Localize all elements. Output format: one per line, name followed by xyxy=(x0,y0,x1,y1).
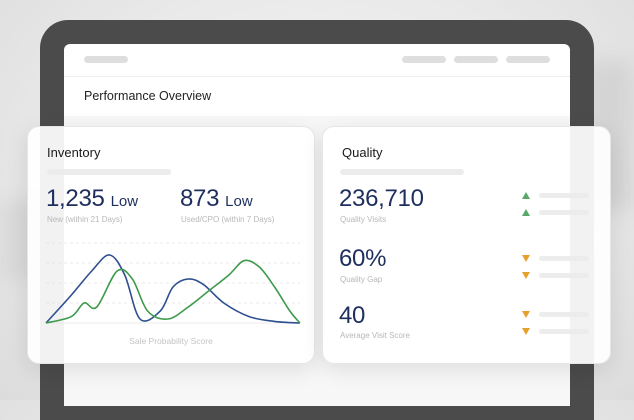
quality-visits-value: 236,710 xyxy=(339,185,424,212)
quality-card-title: Quality xyxy=(342,145,383,160)
trend-bar xyxy=(539,273,589,278)
quality-visits-label: Quality Visits xyxy=(340,215,387,224)
inventory-used-value: 873 xyxy=(180,185,220,212)
quality-gap-value: 60% xyxy=(339,245,387,272)
trend-bar xyxy=(539,256,589,261)
inventory-card-title: Inventory xyxy=(47,145,101,160)
nav-placeholder-2[interactable] xyxy=(454,56,498,63)
triangle-up-icon xyxy=(522,192,530,199)
triangle-down-icon xyxy=(522,272,530,279)
triangle-down-icon xyxy=(522,311,530,318)
trend-bar xyxy=(539,312,589,317)
brand-placeholder xyxy=(84,56,128,63)
quality-gap-label: Quality Gap xyxy=(340,275,383,284)
quality-card[interactable]: Quality 236,710 Quality Visits 60% Quali… xyxy=(322,126,611,364)
inventory-used-metric: 873 Low xyxy=(180,185,253,213)
inventory-new-value: 1,235 xyxy=(46,185,105,212)
inventory-new-label: New (within 21 Days) xyxy=(47,215,123,224)
triangle-up-icon xyxy=(522,209,530,216)
triangle-down-icon xyxy=(522,328,530,335)
inventory-used-badge: Low xyxy=(225,193,253,210)
page-title: Performance Overview xyxy=(84,89,212,103)
triangle-down-icon xyxy=(522,255,530,262)
inventory-card[interactable]: Inventory 1,235 Low New (within 21 Days) … xyxy=(27,126,315,364)
trend-bar xyxy=(539,329,589,334)
chart-series-line-1 xyxy=(45,259,301,324)
trend-bar xyxy=(539,210,589,215)
chart-series-line-0 xyxy=(45,254,301,324)
sale-probability-chart xyxy=(45,242,301,324)
nav-placeholder-3[interactable] xyxy=(506,56,550,63)
average-visit-score-value: 40 xyxy=(339,302,366,329)
inventory-new-badge: Low xyxy=(110,193,139,210)
average-visit-score-label: Average Visit Score xyxy=(340,331,410,340)
inventory-new-metric: 1,235 Low xyxy=(46,185,138,213)
inventory-used-label: Used/CPO (within 7 Days) xyxy=(181,215,275,224)
chart-x-axis-label: Sale Probability Score xyxy=(129,336,213,346)
top-bar xyxy=(64,44,570,77)
nav-placeholder-1[interactable] xyxy=(402,56,446,63)
trend-bar xyxy=(539,193,589,198)
inventory-subtitle-placeholder xyxy=(47,169,171,175)
quality-subtitle-placeholder xyxy=(340,169,464,175)
